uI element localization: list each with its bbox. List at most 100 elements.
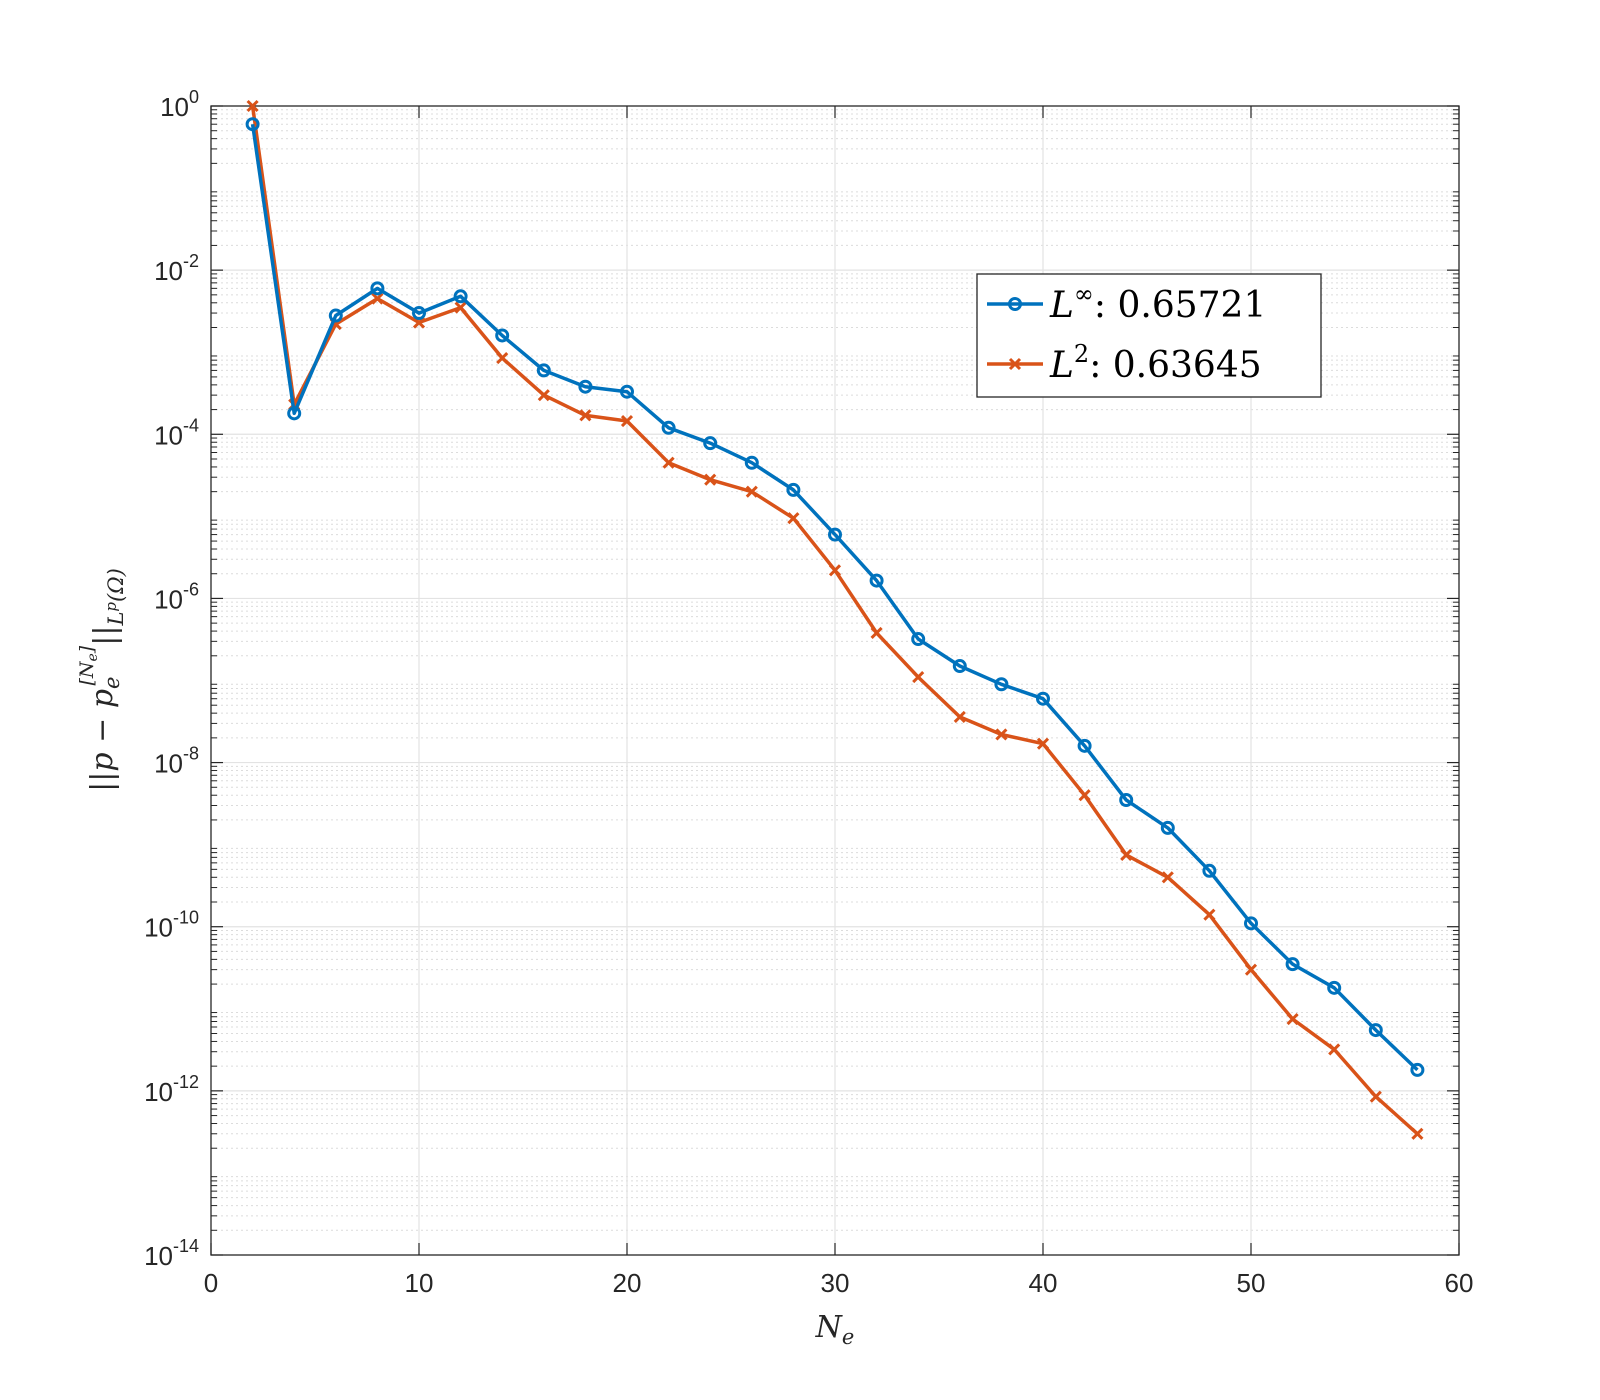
y-tick-exponent: -8	[183, 744, 199, 764]
data-point-x	[828, 564, 842, 577]
data-point-x	[995, 728, 1008, 741]
data-point-circle	[1410, 1062, 1425, 1077]
data-point-circle	[453, 289, 468, 304]
legend-linf-base: L	[1049, 285, 1074, 326]
data-point-x	[496, 351, 509, 365]
y-axis-label: ||p − pe[Ne]||Lp(Ω)	[76, 568, 128, 792]
x-tick-label: 0	[204, 1268, 218, 1298]
x-axis-label-base: N	[815, 1310, 844, 1345]
data-point-circle	[1285, 957, 1300, 972]
y-label-sub: e	[100, 677, 124, 689]
y-tick-exponent: -10	[173, 908, 199, 928]
data-point-x	[912, 671, 925, 684]
y-label-norm-end: (Ω)	[104, 568, 128, 602]
data-point-circle	[1119, 792, 1134, 807]
y-tick-label: 10-6	[154, 579, 199, 614]
data-point-x	[1328, 1043, 1341, 1056]
data-point-x	[1120, 848, 1133, 861]
y-label-norm-sub: L	[104, 612, 128, 627]
y-tick-base: 10	[154, 420, 183, 450]
legend-linf-marker	[1008, 297, 1022, 311]
y-tick-label: 10-8	[154, 744, 199, 779]
data-point-circle	[620, 384, 634, 399]
y-tick-label: 10-12	[144, 1072, 199, 1107]
data-point-circle	[1036, 691, 1050, 706]
data-point-x	[745, 485, 758, 498]
data-point-circle	[1327, 980, 1342, 995]
series-line	[250, 123, 1419, 1072]
y-tick-base: 10	[144, 913, 173, 943]
y-label-norm-sup: p	[102, 602, 120, 612]
data-point-circle	[412, 306, 426, 321]
legend-entry-linf: L∞: 0.65721	[987, 280, 1266, 326]
y-tick-exponent: -4	[183, 415, 199, 435]
data-point-x	[787, 512, 800, 525]
x-tick-label: 50	[1237, 1268, 1266, 1298]
x-tick-label: 30	[821, 1268, 850, 1298]
y-label-sup-sub: e	[85, 653, 101, 661]
x-axis-label: Ne	[815, 1310, 855, 1349]
data-point-x	[620, 414, 634, 428]
y-tick-label: 100	[160, 87, 199, 122]
data-point-circle	[786, 482, 801, 497]
x-tick-label: 20	[613, 1268, 642, 1298]
data-point-circle	[328, 308, 343, 323]
series-layer	[245, 99, 1425, 1140]
y-tick-base: 10	[144, 1241, 173, 1271]
y-tick-label: 10-10	[144, 908, 199, 943]
x-tick-labels: 0 10 20 30 40 50 60	[204, 1268, 1474, 1298]
data-point-circle	[661, 420, 676, 435]
data-point-x	[1286, 1012, 1299, 1026]
data-point-circle	[994, 677, 1009, 692]
legend-linf-value: : 0.65721	[1094, 285, 1266, 326]
data-point-circle	[952, 659, 967, 674]
data-point-circle	[287, 406, 302, 421]
x-axis-label-sub: e	[842, 1325, 854, 1349]
legend-l2-base: L	[1049, 345, 1074, 386]
legend-l2-marker	[1008, 357, 1022, 371]
ticks	[210, 105, 1460, 1256]
x-tick-label: 40	[1029, 1268, 1058, 1298]
legend-box	[976, 273, 1322, 398]
legend-entry-l2: L2: 0.63645	[987, 340, 1262, 386]
data-point-circle	[828, 527, 842, 542]
y-tick-base: 10	[144, 1077, 173, 1107]
y-tick-exponent: -14	[173, 1236, 199, 1256]
data-point-x	[1036, 737, 1050, 750]
data-point-x	[1369, 1090, 1382, 1103]
data-point-circle	[1160, 820, 1175, 835]
data-point-circle	[578, 379, 593, 394]
y-tick-label: 10-2	[154, 251, 199, 286]
data-point-x	[579, 409, 592, 422]
data-point-circle	[536, 363, 551, 378]
data-point-circle	[1244, 916, 1258, 931]
data-point-x	[662, 456, 675, 469]
data-point-x	[246, 99, 259, 113]
y-label-sup-end: ]	[76, 645, 98, 654]
data-point-x	[1244, 963, 1258, 976]
y-label-left: ||p − p	[85, 689, 120, 792]
y-label-sup: [N	[76, 660, 98, 685]
data-point-circle	[245, 117, 260, 132]
y-tick-exponent: 0	[189, 87, 199, 107]
legend: L∞: 0.65721 L2: 0.63645	[976, 273, 1322, 398]
data-point-circle	[1368, 1023, 1383, 1038]
y-label-right: ||	[88, 626, 123, 646]
data-point-x	[870, 626, 883, 639]
x-tick-label: 10	[405, 1268, 434, 1298]
series-linf	[245, 117, 1425, 1077]
data-point-circle	[869, 573, 884, 588]
legend-l2-sup: 2	[1074, 340, 1089, 368]
data-point-circle	[370, 281, 385, 296]
y-tick-label: 10-4	[154, 415, 199, 450]
y-tick-exponent: -6	[183, 579, 199, 599]
data-point-circle	[911, 632, 926, 647]
data-point-x	[1078, 789, 1091, 802]
legend-l2-text: L2: 0.63645	[1049, 340, 1262, 386]
data-point-circle	[495, 328, 510, 343]
data-point-circle	[744, 455, 759, 470]
y-tick-exponent: -2	[183, 251, 199, 271]
data-point-x	[1161, 871, 1174, 884]
y-tick-exponent: -12	[173, 1072, 199, 1092]
